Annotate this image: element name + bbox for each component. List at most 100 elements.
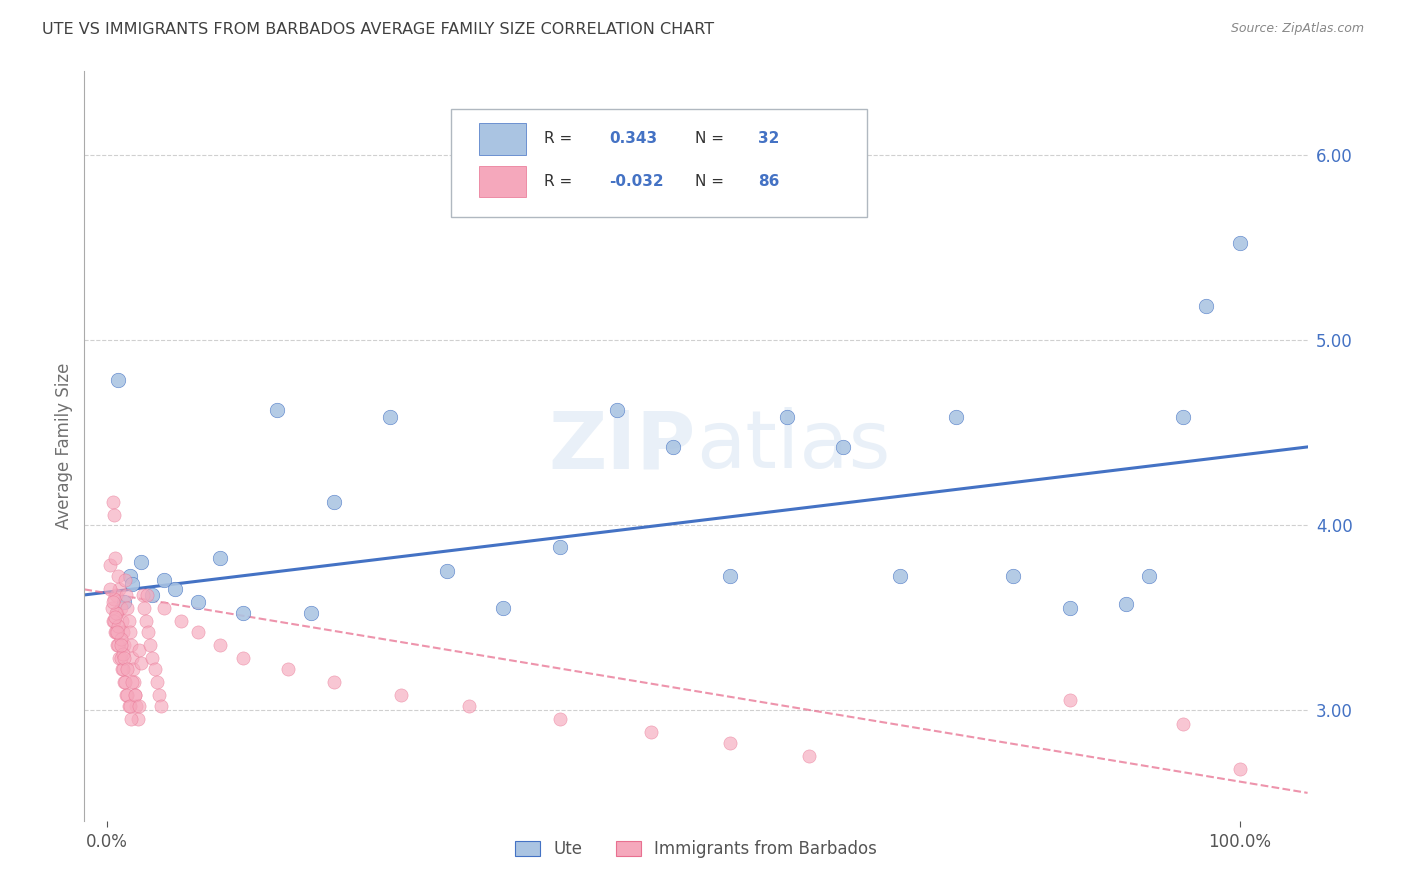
Point [135,614,157,628]
Point [117,600,139,615]
Point [110,632,132,647]
Point [121,577,143,591]
Point [146,674,169,689]
Text: atlas: atlas [696,407,890,485]
Point [832,440,855,454]
Point [107,373,129,387]
Point [128,643,150,657]
Point [100,600,122,615]
Point [114,573,136,587]
Point [492,600,515,615]
Point [105,588,128,602]
Point [277,662,299,676]
Point [124,688,146,702]
Point [111,624,134,639]
Point [163,582,186,597]
Point [1171,717,1194,731]
Point [299,607,322,621]
Point [128,698,150,713]
Point [1229,236,1251,251]
Text: Source: ZipAtlas.com: Source: ZipAtlas.com [1230,22,1364,36]
Point [1229,762,1251,776]
Point [1171,410,1194,425]
Text: R =: R = [544,174,578,189]
Point [799,748,821,763]
Point [548,712,571,726]
Point [718,736,741,750]
Point [105,638,128,652]
Point [105,607,128,621]
Point [129,657,152,671]
Point [391,688,413,702]
Point [112,595,135,609]
Point [103,614,125,628]
Point [112,650,135,665]
Point [1002,569,1025,583]
Text: -0.032: -0.032 [609,174,664,189]
Point [107,569,129,583]
Point [114,674,136,689]
Point [118,569,141,583]
Point [100,558,122,573]
Point [111,614,134,628]
Point [111,662,134,676]
Point [104,610,127,624]
Point [775,410,797,425]
Point [110,600,132,615]
Point [124,688,146,702]
Point [606,403,628,417]
Point [117,688,139,702]
Point [266,403,288,417]
Point [121,650,143,665]
Point [132,588,155,602]
Point [135,588,157,602]
Point [111,662,134,676]
Point [134,600,156,615]
Point [548,540,571,554]
Point [152,600,174,615]
Point [232,650,254,665]
Point [108,582,131,597]
Point [110,650,132,665]
Point [1115,597,1137,611]
Point [209,550,232,565]
Point [104,624,127,639]
Point [380,410,402,425]
Point [718,569,741,583]
Text: 86: 86 [758,174,780,189]
Point [101,495,124,509]
Point [121,674,143,689]
Point [118,698,141,713]
Point [458,698,481,713]
Y-axis label: Average Family Size: Average Family Size [55,363,73,529]
Point [118,624,141,639]
Point [103,508,125,523]
Point [108,650,131,665]
Text: N =: N = [695,131,728,146]
Point [945,410,967,425]
Point [143,662,166,676]
Point [127,712,149,726]
Point [122,674,145,689]
Point [105,607,128,621]
Point [112,638,135,652]
FancyBboxPatch shape [479,166,526,197]
Text: 32: 32 [758,131,780,146]
Point [136,624,159,639]
Point [152,573,174,587]
Point [141,588,163,602]
Point [150,698,173,713]
Point [120,638,142,652]
Point [148,688,170,702]
Point [122,662,145,676]
Point [1137,569,1160,583]
Point [662,440,685,454]
FancyBboxPatch shape [479,123,526,154]
Point [1195,299,1218,313]
Point [115,588,138,602]
Point [120,712,142,726]
Point [104,550,127,565]
Point [1059,600,1081,615]
Point [110,638,132,652]
Point [187,595,209,609]
